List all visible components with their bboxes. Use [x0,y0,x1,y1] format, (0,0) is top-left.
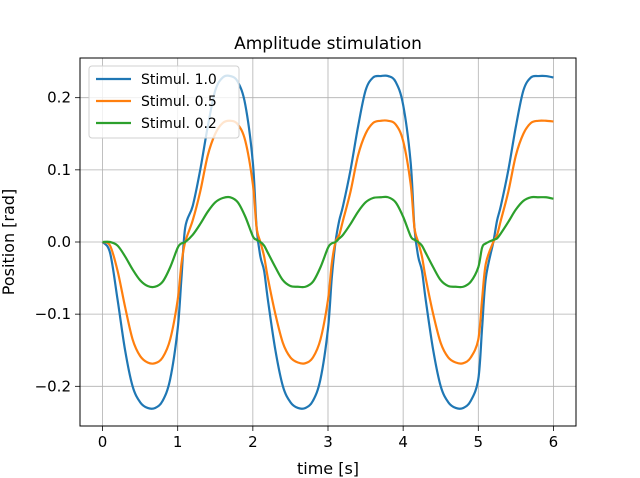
series-line-2 [102,119,554,365]
x-tick-label: 6 [549,433,559,451]
legend-label: Stimul. 0.5 [141,94,217,110]
y-tick-label: 0.1 [47,161,71,179]
x-tick-label: 1 [173,433,183,451]
x-tick-label: 0 [98,433,108,451]
legend: Stimul. 1.0 Stimul. 0.5 Stimul. 0.2 [88,65,240,139]
series-lines [101,74,554,410]
y-tick-label: 0.2 [47,89,71,107]
x-tick-label: 5 [474,433,484,451]
x-tick-label: 2 [248,433,258,451]
legend-label: Stimul. 0.2 [141,116,217,132]
x-tick-label: 4 [398,433,408,451]
legend-box [88,65,240,139]
axis-ticks: 0 1 2 3 4 5 6 −0.2 −0.1 0.0 0.1 0.2 [35,89,559,451]
y-axis-label: Position [rad] [0,189,18,295]
y-tick-label: −0.2 [35,377,71,395]
y-tick-label: −0.1 [35,305,71,323]
series-line-3 [102,195,554,289]
x-tick-label: 3 [323,433,333,451]
x-axis-label: time [s] [297,459,359,478]
y-tick-label: 0.0 [47,233,71,251]
chart-title: Amplitude stimulation [234,34,422,54]
legend-label: Stimul. 1.0 [141,72,217,88]
